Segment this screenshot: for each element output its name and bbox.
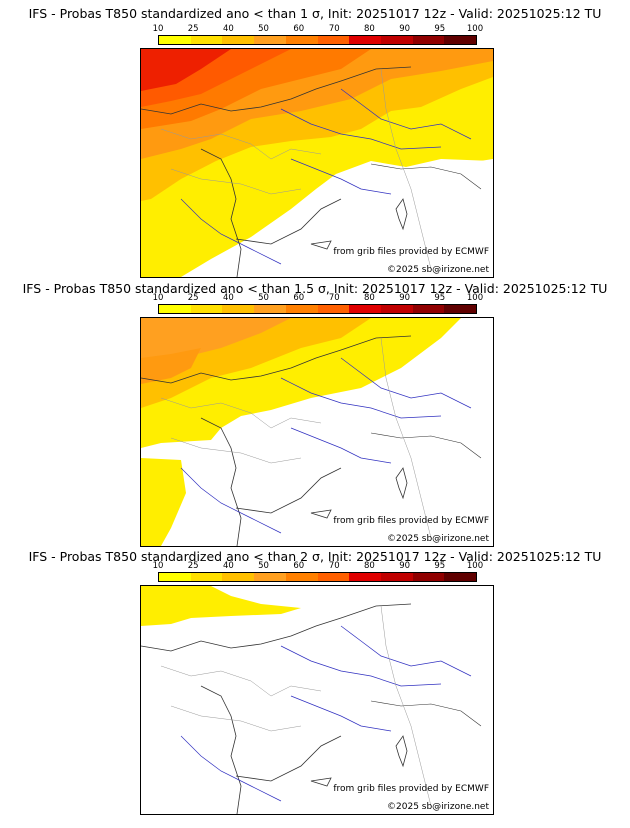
cb3-label: 10 <box>152 561 164 571</box>
colorbar-swatch <box>412 573 445 581</box>
cb1-label: 50 <box>258 24 269 34</box>
cb1-label: 40 <box>222 24 234 34</box>
cb1-label: 80 <box>364 24 375 34</box>
panel-3-map: from grib files provided by ECMWF ©2025 … <box>140 585 494 815</box>
colorbar-swatch <box>285 36 318 44</box>
colorbar-swatch <box>254 305 286 313</box>
panel-1-colorbar <box>158 35 477 45</box>
panel-1-copyright: ©2025 sb@irizone.net <box>387 265 489 275</box>
colorbar-swatch <box>254 573 286 581</box>
cb2-label: 50 <box>258 293 269 303</box>
cb2-label: 95 <box>434 293 446 303</box>
cb3-label: 70 <box>328 561 340 571</box>
colorbar-swatch <box>285 305 318 313</box>
cb2-label: 100 <box>466 293 484 303</box>
panel-3-copyright: ©2025 sb@irizone.net <box>387 802 489 812</box>
cb3-label: 50 <box>258 561 269 571</box>
cb3-label: 100 <box>466 561 484 571</box>
cb2-label: 90 <box>399 293 411 303</box>
cb2-label: 70 <box>328 293 340 303</box>
colorbar-swatch <box>190 36 223 44</box>
cb3-label: 95 <box>434 561 446 571</box>
panel-2-source-credit: from grib files provided by ECMWF <box>333 516 489 526</box>
colorbar-swatch <box>285 573 318 581</box>
cb1-label: 25 <box>187 24 199 34</box>
panel-1-map: from grib files provided by ECMWF ©2025 … <box>140 48 494 278</box>
panel-2-colorbar <box>158 304 477 314</box>
cb1-label: 100 <box>466 24 484 34</box>
colorbar-swatch <box>159 305 191 313</box>
panel-2-title: IFS - Probas T850 standardized ano < tha… <box>22 281 608 296</box>
panel-1-title: IFS - Probas T850 standardized ano < tha… <box>28 6 602 21</box>
cb2-label: 40 <box>222 293 234 303</box>
colorbar-swatch <box>317 36 350 44</box>
colorbar-swatch <box>349 305 381 313</box>
colorbar-swatch <box>190 305 223 313</box>
cb2-label: 10 <box>152 293 164 303</box>
panel-2-colorbar-labels: 10 25 40 50 60 70 80 90 95 100 <box>153 293 484 303</box>
colorbar-swatch <box>349 36 381 44</box>
panel-1-colorbar-labels: 10 25 40 50 60 70 80 90 95 100 <box>153 24 484 34</box>
colorbar-swatch <box>159 36 191 44</box>
cb1-label: 95 <box>434 24 446 34</box>
cb3-label: 80 <box>364 561 375 571</box>
panel-3-colorbar <box>158 572 477 582</box>
cb3-label: 25 <box>187 561 199 571</box>
colorbar-swatch <box>190 573 223 581</box>
colorbar-swatch <box>349 573 381 581</box>
cb3-label: 60 <box>293 561 305 571</box>
panel-2-copyright: ©2025 sb@irizone.net <box>387 534 489 544</box>
cb1-label: 10 <box>152 24 164 34</box>
colorbar-swatch <box>444 573 477 581</box>
colorbar-swatch <box>412 36 445 44</box>
colorbar-swatch <box>380 305 413 313</box>
colorbar-swatch <box>222 573 255 581</box>
colorbar-swatch <box>380 573 413 581</box>
colorbar-swatch <box>222 36 255 44</box>
colorbar-swatch <box>444 36 477 44</box>
panel-3-colorbar-labels: 10 25 40 50 60 70 80 90 95 100 <box>153 561 484 571</box>
cb3-label: 40 <box>222 561 234 571</box>
colorbar-swatch <box>159 573 191 581</box>
colorbar-swatch <box>444 305 477 313</box>
panel-3-source-credit: from grib files provided by ECMWF <box>333 784 489 794</box>
cb1-label: 90 <box>399 24 411 34</box>
cb1-label: 70 <box>328 24 340 34</box>
colorbar-swatch <box>254 36 286 44</box>
cb2-label: 80 <box>364 293 375 303</box>
panel-2-map: from grib files provided by ECMWF ©2025 … <box>140 317 494 547</box>
colorbar-swatch <box>412 305 445 313</box>
colorbar-swatch <box>317 573 350 581</box>
panel-3-title: IFS - Probas T850 standardized ano < tha… <box>28 549 602 564</box>
colorbar-swatch <box>222 305 255 313</box>
cb2-label: 25 <box>187 293 199 303</box>
cb3-label: 90 <box>399 561 411 571</box>
cb2-label: 60 <box>293 293 305 303</box>
cb1-label: 60 <box>293 24 305 34</box>
colorbar-swatch <box>380 36 413 44</box>
colorbar-swatch <box>317 305 350 313</box>
panel-1-source-credit: from grib files provided by ECMWF <box>333 247 489 257</box>
